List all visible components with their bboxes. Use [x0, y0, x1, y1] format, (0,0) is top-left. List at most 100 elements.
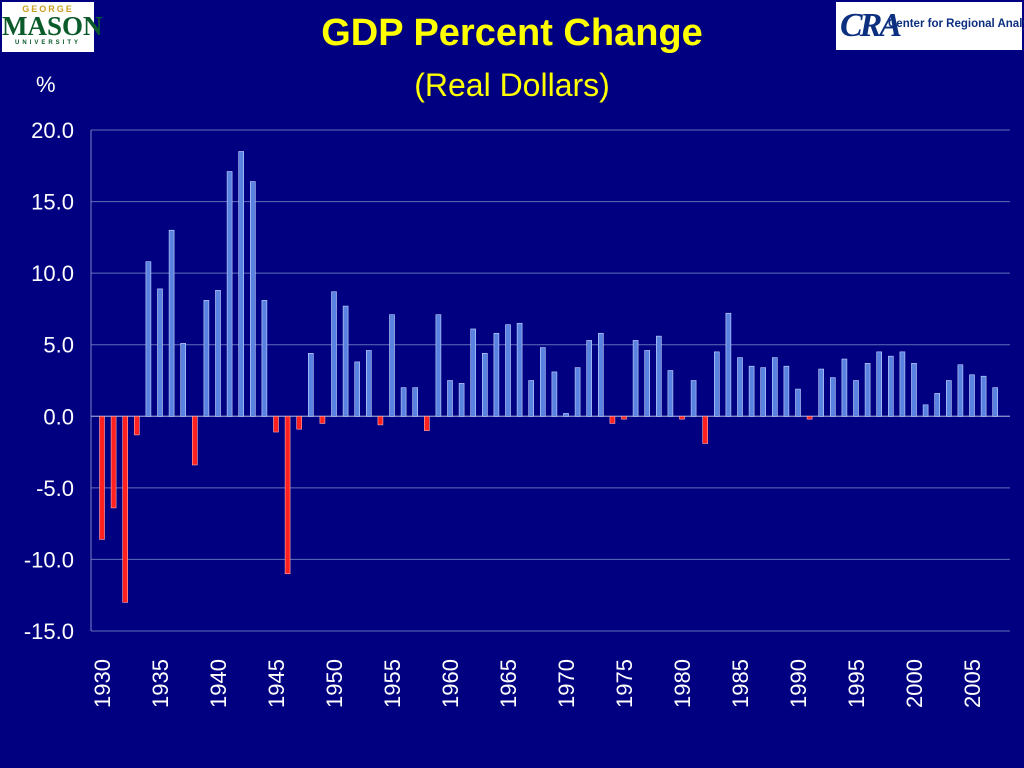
bar-positive [876, 351, 883, 417]
bar-positive [215, 290, 221, 417]
bar-positive [226, 171, 233, 417]
bar-positive [180, 342, 186, 417]
x-tick-label: 1995 [844, 659, 869, 708]
bar-positive [980, 375, 987, 417]
bar-positive [911, 363, 917, 417]
bar-negative [679, 415, 685, 420]
cra-mark: CRA [840, 7, 902, 44]
bar-positive [505, 324, 511, 417]
bar-positive [864, 363, 871, 417]
bar-positive [818, 368, 825, 417]
bar-negative [122, 415, 128, 603]
bar-positive [528, 380, 535, 417]
bar-negative [806, 415, 813, 420]
bar-positive [922, 404, 929, 417]
bar-positive [168, 229, 175, 417]
bar-positive [342, 305, 349, 417]
bar-positive [760, 367, 767, 417]
x-tick-label: 1935 [148, 659, 173, 708]
bar-positive [690, 380, 697, 417]
bar-negative [621, 415, 627, 420]
y-tick-label: -5.0 [36, 476, 74, 501]
bar-positive [667, 370, 674, 417]
bar-positive [551, 371, 558, 417]
y-tick-label: 0.0 [43, 404, 74, 429]
bar-negative [377, 415, 384, 426]
x-tick-label: 1990 [786, 659, 811, 708]
bar-negative [296, 415, 303, 430]
bar-positive [412, 387, 419, 417]
bar-positive [435, 314, 442, 417]
bar-positive [389, 314, 395, 417]
bar-positive [365, 350, 372, 417]
bar-positive [899, 351, 906, 417]
bar-positive [203, 300, 210, 417]
bar-positive [516, 322, 523, 417]
x-tick-label: 1970 [554, 659, 579, 708]
bar-positive [737, 357, 743, 417]
x-tick-label: 1960 [438, 659, 463, 708]
bar-negative [99, 415, 105, 540]
bar-positive [795, 388, 801, 417]
bar-negative [609, 415, 616, 424]
x-tick-label: 1945 [264, 659, 289, 708]
bar-negative [192, 415, 198, 466]
bar-positive [853, 380, 859, 417]
bar-positive [644, 350, 651, 417]
bar-positive [713, 351, 720, 417]
x-tick-label: 1965 [496, 659, 521, 708]
bar-negative [134, 415, 140, 436]
chart-title: GDP Percent Change [321, 12, 703, 54]
bar-positive [632, 340, 639, 417]
bar-positive [597, 332, 604, 417]
y-tick-label: 10.0 [31, 261, 74, 286]
cra-text: Center for Regional Analysis [888, 18, 1024, 30]
bar-positive [563, 413, 569, 417]
logo-top-text: GEORGE [22, 4, 74, 14]
logo-bottom-text: UNIVERSITY [14, 40, 81, 46]
x-tick-label: 1940 [206, 659, 231, 708]
bar-negative [110, 415, 117, 509]
x-tick-label: 1930 [90, 659, 115, 708]
logo-main-text: MASON [2, 11, 103, 41]
bar-positive [145, 261, 152, 417]
x-tick-label: 1975 [612, 659, 637, 708]
x-tick-label: 1980 [670, 659, 695, 708]
bar-positive [157, 288, 163, 417]
bar-positive [574, 367, 581, 417]
bar-positive [945, 380, 952, 417]
bar-positive [470, 328, 477, 417]
y-tick-label: 5.0 [43, 333, 74, 358]
bar-positive [586, 340, 593, 417]
bar-positive [771, 357, 778, 417]
bar-positive [400, 387, 407, 417]
x-tick-label: 1955 [380, 659, 405, 708]
x-tick-label: 1950 [322, 659, 347, 708]
bar-positive [481, 353, 488, 417]
bar-positive [887, 355, 894, 417]
x-tick-label: 2000 [902, 659, 927, 708]
bar-positive [250, 181, 256, 417]
y-tick-label: -15.0 [24, 619, 74, 644]
bar-positive [655, 335, 662, 417]
bar-positive [493, 332, 500, 417]
bar-negative [702, 415, 709, 444]
y-axis-unit: % [36, 72, 56, 97]
bar-positive [354, 361, 361, 417]
x-tick-label: 2005 [960, 659, 985, 708]
bar-positive [238, 151, 244, 417]
bar-positive [307, 353, 314, 417]
bar-positive [841, 358, 848, 417]
cra-logo: CRA Center for Regional Analysis [836, 2, 1024, 50]
bar-positive [331, 291, 337, 417]
bar-positive [829, 377, 836, 417]
bar-positive [458, 383, 465, 417]
y-tick-label: 20.0 [31, 118, 74, 143]
bar-negative [273, 415, 279, 433]
bar-negative [423, 415, 430, 431]
y-tick-label: 15.0 [31, 190, 74, 215]
bar-positive [725, 312, 732, 417]
bar-positive [261, 300, 268, 417]
bar-negative [284, 415, 291, 575]
